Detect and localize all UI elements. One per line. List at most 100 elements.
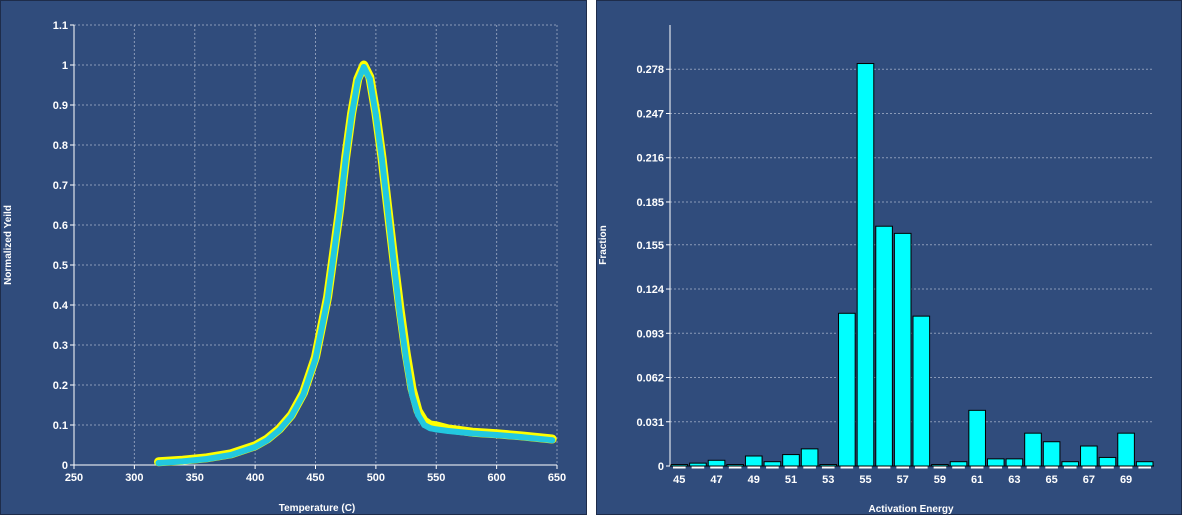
x-tick-label: 65 (1045, 474, 1057, 486)
bar (875, 225, 893, 467)
y-tick-label: 0.124 (636, 284, 664, 296)
y-tick-label: 0.5 (53, 260, 68, 272)
fit-data-point (336, 208, 343, 214)
y-tick-label: 0.278 (636, 64, 664, 76)
fit-data-point (549, 437, 556, 444)
y-tick-label: 0.2 (53, 380, 68, 392)
bars (670, 63, 1154, 467)
x-tick-label: 400 (246, 472, 264, 484)
x-tick-label: 61 (971, 474, 983, 486)
y-tick-label: 0.247 (636, 108, 664, 120)
bar (1005, 458, 1024, 467)
fit-data-point (403, 356, 410, 362)
bar (986, 458, 1005, 467)
x-tick-label: 55 (859, 474, 871, 486)
fit-data-point (252, 444, 259, 450)
activation-energy-chart: 0 0.031 0.062 0.093 0.124 0.155 0.185 0.216 0.24… (597, 1, 1181, 514)
y-tick-label: 0 (62, 460, 68, 472)
fit-data-point (397, 312, 404, 318)
x-tick-label: 57 (897, 474, 909, 486)
x-tick-label: 45 (673, 474, 685, 486)
fit-data-point (372, 112, 379, 118)
x-tick-label: 250 (65, 472, 83, 484)
fit-data-point (264, 437, 271, 444)
x-tick-label: 63 (1008, 474, 1020, 486)
bar (782, 454, 800, 467)
y-tick-label: 0.1 (53, 420, 68, 432)
axes (70, 24, 558, 469)
temperature-yield-chart-panel: 250 300 350 400 450 500 550 600 650 0 0.1 0.2 0.3 0.4… (0, 0, 587, 515)
fit-data-point (312, 356, 319, 362)
fit-data-point (445, 428, 452, 434)
temperature-yield-chart: 250 300 350 400 450 500 550 600 650 0 0.1 0.2 0.3 0.4… (1, 1, 586, 514)
y-tick-label: 0.216 (636, 153, 664, 165)
bar (968, 409, 986, 467)
x-tick-label: 49 (748, 474, 760, 486)
x-tick-label: 600 (487, 472, 505, 484)
fit-data-point (203, 456, 210, 462)
fit-data-point (433, 426, 440, 433)
x-tick-label: 51 (785, 474, 797, 486)
x-tick-label: 650 (548, 472, 566, 484)
bar (800, 448, 819, 467)
grid-lines (73, 24, 558, 466)
bar (744, 455, 763, 467)
bar (912, 315, 931, 467)
x-tick-label: 550 (427, 472, 445, 484)
bar (1024, 432, 1042, 467)
y-tick-label: 1.1 (53, 20, 68, 32)
x-tick-label: 59 (934, 474, 946, 486)
fit-data-point (360, 64, 367, 70)
fit-data-point (384, 208, 391, 214)
y-tick-label: 0.093 (636, 328, 664, 340)
x-tick-label: 300 (125, 472, 143, 484)
x-tick-label: 47 (710, 474, 722, 486)
tick-labels: 250 300 350 400 450 500 550 600 650 0 0.1 0.2 0.3 0.4… (53, 20, 566, 484)
tick-labels: 0 0.031 0.062 0.093 0.124 0.155 0.185 0.216 0.24… (636, 64, 1132, 486)
fit-data-point (390, 262, 397, 268)
bar (1117, 432, 1135, 467)
fit-data-point (342, 156, 349, 162)
bar (1098, 456, 1117, 467)
x-tick-label: 53 (822, 474, 834, 486)
y-tick-label: 0.7 (53, 180, 68, 192)
bar (707, 459, 726, 467)
y-axis-label: Fraction (598, 225, 609, 264)
fit-data-point (378, 156, 385, 162)
fit-data-point (469, 430, 476, 437)
bar (1135, 461, 1154, 467)
x-tick-label: 69 (1120, 474, 1132, 486)
bar (1042, 441, 1061, 467)
bar (949, 461, 968, 467)
fit-data-point (179, 458, 186, 465)
x-tick-label: 350 (186, 472, 204, 484)
y-tick-label: 0.062 (636, 373, 664, 385)
fit-data-point (300, 391, 307, 398)
fit-data-point (493, 432, 500, 438)
x-tick-label: 67 (1083, 474, 1095, 486)
x-tick-label: 450 (306, 472, 324, 484)
fit-data-point (415, 412, 422, 418)
y-tick-label: 0.4 (53, 300, 69, 312)
fit-data-point (366, 76, 373, 82)
chart-background (1, 1, 586, 514)
y-tick-label: 0.155 (636, 240, 664, 252)
y-tick-label: 0.3 (53, 340, 68, 352)
bar (1080, 445, 1098, 467)
bar (856, 63, 875, 467)
y-tick-label: 0.8 (53, 140, 68, 152)
y-axis-label: Normalized Yeild (3, 205, 14, 285)
fit-data-point (324, 296, 331, 302)
bar (838, 312, 856, 467)
fit-data-point (427, 425, 434, 432)
activation-energy-chart-panel: 0 0.031 0.062 0.093 0.124 0.155 0.185 0.216 0.24… (596, 0, 1182, 515)
fit-data-point (409, 392, 416, 398)
y-tick-label: 0 (658, 461, 664, 473)
x-axis-label: Temperature (C) (279, 503, 356, 514)
fit-data-point (276, 427, 283, 434)
fit-data-point (517, 434, 524, 440)
fit-data-point (348, 112, 355, 118)
fit-data-point (288, 413, 295, 420)
bar (1061, 461, 1080, 467)
x-axis-label: Activation Energy (868, 504, 953, 514)
